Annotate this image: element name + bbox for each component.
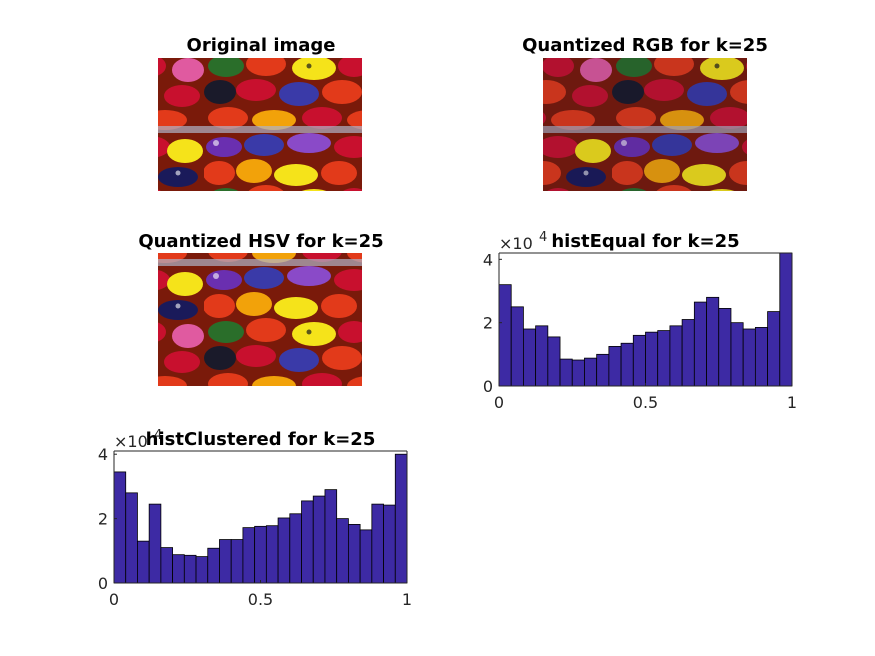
- hist-equal-bar: [693, 301, 707, 387]
- hist-equal-bar: [608, 346, 622, 387]
- panel-title-hsv: Quantized HSV for k=25: [138, 231, 383, 252]
- hist-equal-bar: [645, 331, 659, 387]
- hist-equal-bar: [754, 327, 768, 387]
- hist-clustered-bar: [148, 503, 162, 584]
- hist-clustered-bar: [242, 527, 256, 584]
- hist-clustered-x-tick-label: 1: [402, 590, 412, 609]
- hist-equal-bar: [535, 325, 549, 387]
- hist-clustered-bar: [230, 539, 244, 584]
- hist-clustered-x-tick-label: 0: [109, 590, 119, 609]
- hist-equal-y-tick-label: 4: [483, 250, 493, 269]
- hist-equal-title: histEqual for k=25: [551, 231, 739, 252]
- hist-clustered-bar: [336, 518, 349, 584]
- hist-clustered-bar: [383, 504, 396, 584]
- hist-equal-bar: [767, 311, 781, 387]
- panel-title-original: Original image: [187, 35, 336, 56]
- panel-quantized-rgb: Quantized RGB for k=25: [522, 35, 768, 191]
- hist-equal-bar: [510, 306, 524, 387]
- hist-equal-x-tick-label: 0: [494, 393, 504, 412]
- hist-equal-exponent-label: ×10: [499, 234, 533, 253]
- hist-clustered-y-tick-label: 2: [98, 510, 108, 529]
- panel-title-rgb: Quantized RGB for k=25: [522, 35, 768, 56]
- hist-clustered-bar: [394, 453, 408, 584]
- hist-clustered-bar: [265, 525, 279, 584]
- hist-clustered-bar: [289, 513, 302, 584]
- hist-equal-chart: 0 0.5 1 0 2 4 ×10 4 histEqual for k=25: [483, 230, 797, 412]
- panel-quantized-hsv: Quantized HSV for k=25: [138, 231, 384, 386]
- hist-clustered-bar: [312, 495, 326, 584]
- hist-equal-bar: [632, 334, 646, 387]
- quantized-hsv-image: [158, 253, 362, 386]
- hist-clustered-bar: [125, 492, 138, 584]
- hist-equal-bar: [523, 328, 537, 387]
- hist-clustered-bar: [324, 489, 338, 584]
- hist-equal-x-tick-label: 0.5: [633, 393, 658, 412]
- hist-equal-bar: [657, 330, 671, 387]
- quantized-rgb-image: [543, 58, 747, 191]
- hist-clustered-bar: [301, 500, 314, 584]
- hist-clustered-title: histClustered for k=25: [146, 429, 376, 450]
- hist-clustered-y-tick-label: 4: [98, 445, 108, 464]
- hist-clustered-exponent-label: ×10: [114, 432, 148, 451]
- hist-clustered-bar: [172, 554, 185, 584]
- hist-clustered-bar: [359, 529, 373, 584]
- hist-clustered-bar: [347, 524, 361, 584]
- hist-equal-bar: [596, 353, 610, 387]
- hist-clustered-bar: [371, 503, 384, 584]
- hist-equal-bar: [718, 308, 732, 387]
- original-image: [158, 58, 362, 191]
- hist-equal-y-tick-label: 0: [483, 377, 493, 396]
- hist-clustered-y-tick-label: 0: [98, 574, 108, 593]
- hist-clustered-x-tick-label: 0.5: [248, 590, 273, 609]
- hist-clustered-bar: [195, 556, 209, 584]
- hist-clustered-bar: [207, 547, 220, 584]
- hist-clustered-bar: [137, 540, 150, 584]
- hist-clustered-bar: [160, 547, 174, 584]
- hist-equal-bar: [730, 322, 744, 387]
- panel-original-image: Original image: [158, 35, 362, 191]
- hist-clustered-exponent-power: 4: [154, 428, 162, 443]
- hist-equal-bar: [584, 357, 598, 387]
- hist-equal-exponent-power: 4: [539, 230, 547, 245]
- hist-clustered-bar: [113, 471, 127, 584]
- hist-equal-bar: [742, 328, 756, 387]
- hist-clustered-bar: [183, 554, 197, 584]
- hist-clustered-bar: [277, 517, 291, 584]
- hist-equal-bar: [547, 336, 561, 387]
- hist-equal-bar: [559, 358, 573, 387]
- hist-clustered-bar: [254, 525, 267, 584]
- hist-equal-y-tick-label: 2: [483, 314, 493, 333]
- hist-equal-bar: [669, 325, 683, 387]
- hist-equal-bar: [498, 284, 512, 387]
- hist-clustered-bar: [219, 539, 232, 584]
- hist-equal-bar: [620, 342, 634, 387]
- hist-equal-bar: [779, 252, 793, 387]
- hist-equal-x-tick-label: 1: [787, 393, 797, 412]
- hist-equal-bar: [681, 319, 695, 387]
- hist-equal-bar: [571, 359, 585, 387]
- hist-equal-bar: [706, 296, 720, 387]
- rgb-quantize-tint: [543, 58, 747, 191]
